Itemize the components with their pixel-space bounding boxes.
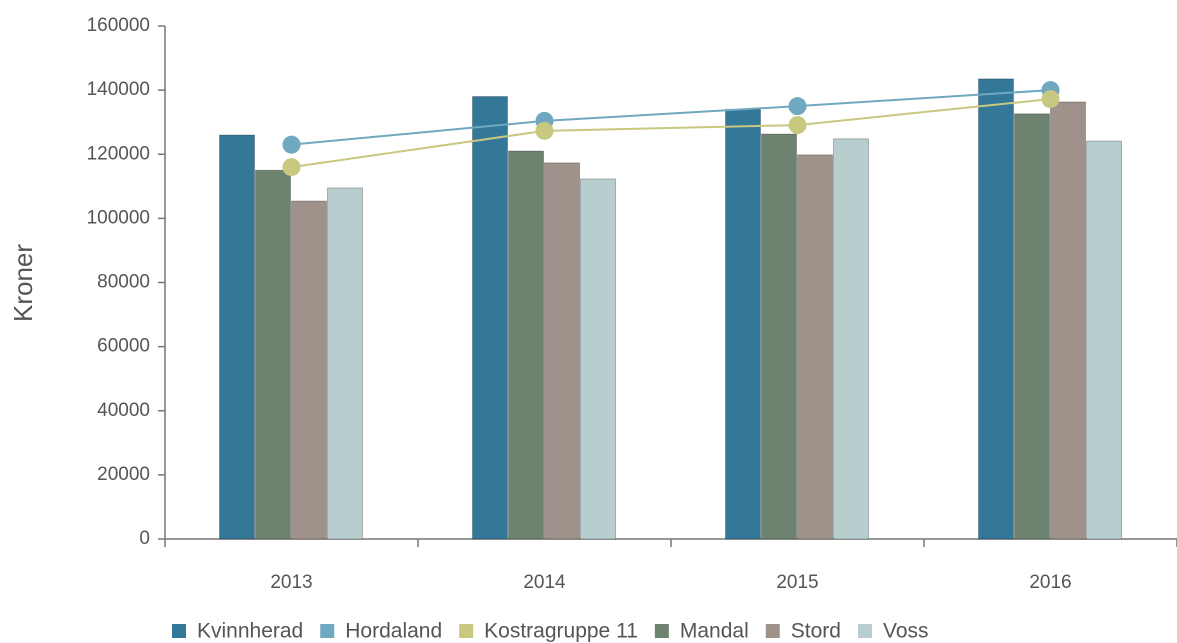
- legend-swatch: [459, 624, 474, 638]
- line-point: [535, 121, 554, 140]
- x-tick-label: 2015: [776, 572, 818, 593]
- legend-swatch: [765, 624, 780, 638]
- bar: [833, 138, 869, 540]
- legend-swatch: [857, 624, 872, 638]
- legend-swatch: [320, 624, 335, 638]
- bar: [1014, 113, 1050, 540]
- legend-label: Hordaland: [345, 620, 442, 643]
- legend-swatch: [654, 624, 669, 638]
- y-tick-label: 40000: [97, 400, 150, 421]
- legend-label: Kvinnherad: [197, 620, 303, 643]
- x-tick-label: 2016: [1029, 572, 1071, 593]
- bar: [219, 134, 255, 540]
- bar: [508, 150, 544, 540]
- bar: [1050, 101, 1086, 540]
- line-point: [788, 97, 807, 116]
- legend-label: Mandal: [680, 620, 749, 643]
- y-tick-label: 140000: [87, 79, 150, 100]
- bar: [291, 200, 327, 540]
- bar: [544, 162, 580, 540]
- y-tick-label: 160000: [87, 15, 150, 36]
- bar: [580, 178, 616, 540]
- line: [291, 98, 1051, 169]
- line-point: [1041, 90, 1060, 109]
- bar: [761, 133, 797, 540]
- bar: [472, 96, 508, 540]
- bar: [797, 154, 833, 540]
- bar: [978, 78, 1014, 540]
- y-axis-label: Kroner: [8, 244, 38, 322]
- line-point: [282, 158, 301, 177]
- x-tick-label: 2013: [270, 572, 312, 593]
- y-tick-label: 120000: [87, 143, 150, 164]
- bar: [327, 187, 363, 540]
- y-tick-label: 0: [139, 528, 150, 549]
- y-tick-label: 100000: [87, 207, 150, 228]
- line-point: [788, 116, 807, 135]
- x-tick-label: 2014: [523, 572, 566, 593]
- legend-swatch: [172, 624, 186, 638]
- y-tick-label: 60000: [97, 336, 150, 357]
- y-tick-label: 80000: [97, 272, 150, 293]
- legend-label: Kostragruppe 11: [484, 620, 638, 643]
- bar: [725, 108, 761, 540]
- bar: [255, 169, 291, 540]
- legend-label: Stord: [791, 620, 841, 643]
- y-tick-label: 20000: [97, 464, 150, 485]
- line-point: [282, 135, 301, 154]
- line: [291, 89, 1051, 146]
- legend-label: Voss: [883, 620, 929, 643]
- bar: [1086, 140, 1122, 540]
